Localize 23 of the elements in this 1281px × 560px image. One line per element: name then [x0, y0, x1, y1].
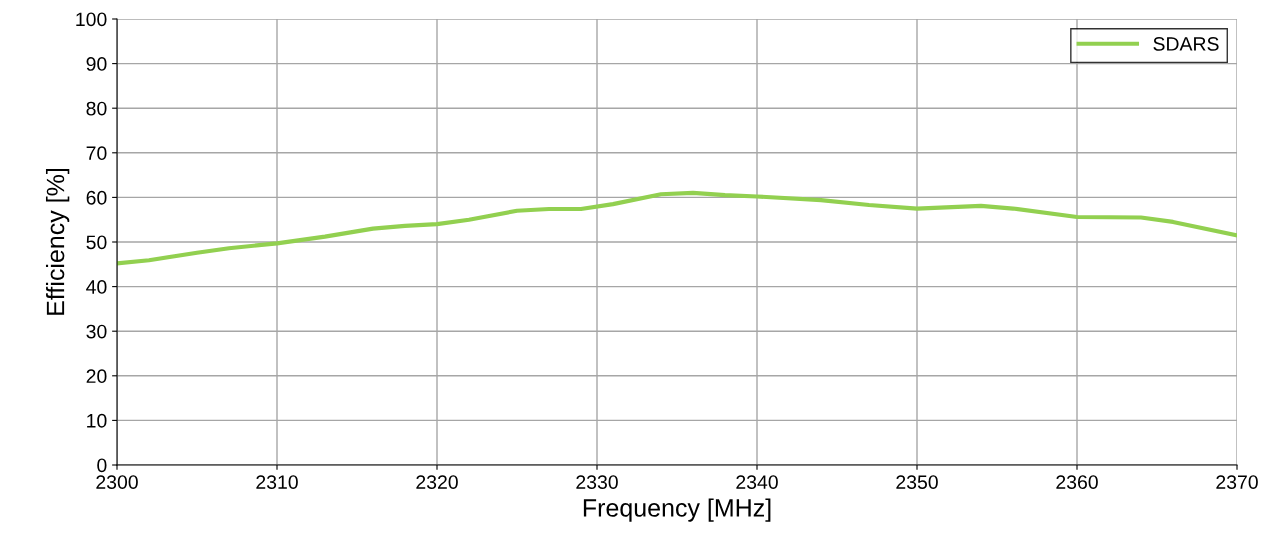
y-tick-label: 90 [86, 57, 107, 71]
y-tick-label: 80 [86, 101, 107, 116]
y-tick-label: 100 [76, 12, 107, 27]
x-tick-label: 2330 [576, 475, 618, 489]
y-tick-label: 50 [86, 235, 107, 250]
legend-label: SDARS [1153, 37, 1219, 51]
x-tick-label: 2300 [96, 475, 138, 489]
x-axis-title: Frequency [MHz] [583, 498, 771, 522]
y-tick-label: 30 [86, 324, 107, 339]
y-tick-label: 0 [97, 458, 107, 473]
y-tick-label: 70 [86, 146, 107, 161]
x-tick-label: 2370 [1216, 475, 1258, 489]
x-tick-label: 2350 [896, 475, 938, 489]
y-tick-label: 40 [86, 280, 107, 294]
line-series [117, 190, 1237, 266]
x-tick-label: 2310 [256, 475, 298, 489]
y-tick-label: 60 [86, 190, 107, 205]
y-axis-title: Efficiency [%] [45, 168, 70, 315]
y-tick-label: 10 [87, 413, 107, 428]
x-tick-label: 2320 [416, 475, 458, 489]
x-tick-label: 2340 [736, 475, 778, 489]
y-tick-label: 20 [86, 369, 107, 384]
x-tick-label: 2360 [1056, 475, 1098, 489]
